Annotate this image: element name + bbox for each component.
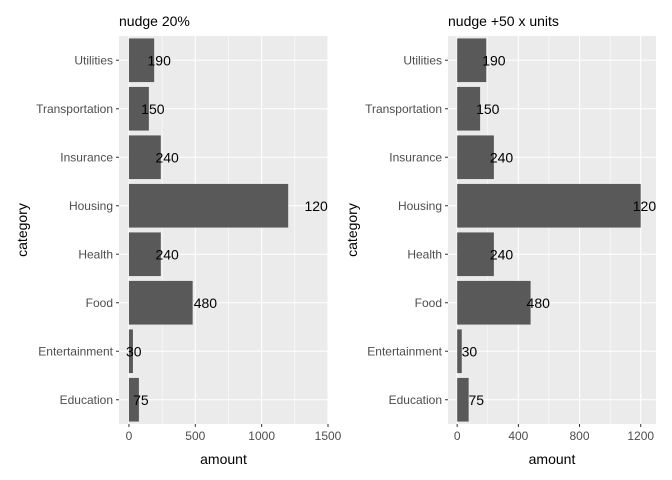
x-tick-label: 500	[185, 429, 205, 443]
y-tick-label: Entertainment	[38, 344, 113, 358]
bar	[128, 377, 139, 422]
panel-2-plot: 190 150 240 1200 240 480 30 75 Utilities Transpor…	[344, 36, 664, 467]
bar	[457, 135, 494, 180]
panel-2-data-labels: 190 150 240 1200 240 480 30 75	[462, 52, 664, 408]
data-label: 75	[469, 392, 485, 408]
bar	[457, 280, 531, 325]
data-label: 150	[141, 101, 165, 117]
bar	[457, 232, 494, 277]
panel-1-x-axis-title: amount	[200, 451, 247, 467]
data-label: 480	[194, 295, 218, 311]
y-tick-label: Utilities	[74, 53, 113, 67]
y-tick-label: Food	[86, 296, 113, 310]
y-tick-label: Transportation	[36, 102, 113, 116]
y-tick-label: Housing	[398, 199, 442, 213]
bar	[128, 329, 133, 374]
x-tick-label: 0	[126, 429, 133, 443]
data-label: 190	[482, 52, 506, 68]
y-tick-label: Education	[60, 393, 113, 407]
data-label: 190	[148, 52, 172, 68]
bar	[457, 329, 462, 374]
bar	[128, 86, 149, 131]
data-label: 240	[155, 149, 179, 165]
panel-1-background	[119, 36, 328, 424]
bar	[128, 38, 155, 83]
x-tick-label: 1000	[248, 429, 275, 443]
y-tick-label: Transportation	[365, 102, 442, 116]
y-tick-label: Utilities	[403, 53, 442, 67]
x-tick-label: 800	[570, 429, 590, 443]
data-label: 1200	[633, 198, 664, 214]
panel-1-data-labels: 190 150 240 1200 240 480 30 75	[126, 52, 335, 408]
x-tick-label: 0	[454, 429, 461, 443]
data-label: 240	[490, 149, 514, 165]
bar	[128, 232, 161, 277]
y-tick-label: Health	[407, 247, 442, 261]
data-label: 75	[133, 392, 149, 408]
bar	[457, 377, 469, 422]
data-label: 480	[527, 295, 551, 311]
data-label: 240	[155, 246, 179, 262]
y-tick-label: Education	[389, 393, 442, 407]
data-label: 1200	[304, 198, 335, 214]
data-label: 240	[490, 246, 514, 262]
y-tick-label: Housing	[69, 199, 113, 213]
bar	[457, 86, 481, 131]
bar	[128, 135, 161, 180]
x-tick-label: 1200	[627, 429, 654, 443]
bar	[128, 280, 193, 325]
data-label: 30	[126, 343, 142, 359]
panel-1-plot: 190 150 240 1200 240 480 30 75 Utilities Transpor…	[14, 36, 342, 467]
panel-2-title: nudge +50 x units	[448, 13, 559, 29]
data-label: 150	[476, 101, 500, 117]
y-tick-label: Insurance	[389, 150, 442, 164]
y-tick-label: Insurance	[60, 150, 113, 164]
bar	[457, 183, 641, 228]
panel-1-title: nudge 20%	[119, 13, 190, 29]
x-tick-label: 400	[508, 429, 528, 443]
panel-2-x-axis-title: amount	[529, 451, 576, 467]
y-tick-label: Food	[415, 296, 442, 310]
bar	[457, 38, 487, 83]
panel-1-y-axis-title: category	[14, 203, 30, 257]
bar	[128, 183, 289, 228]
data-label: 30	[462, 343, 478, 359]
panel-2-background	[448, 36, 656, 424]
y-tick-label: Health	[78, 247, 113, 261]
x-tick-label: 1500	[315, 429, 342, 443]
y-tick-label: Entertainment	[367, 344, 442, 358]
panel-2-y-axis-title: category	[344, 203, 360, 257]
